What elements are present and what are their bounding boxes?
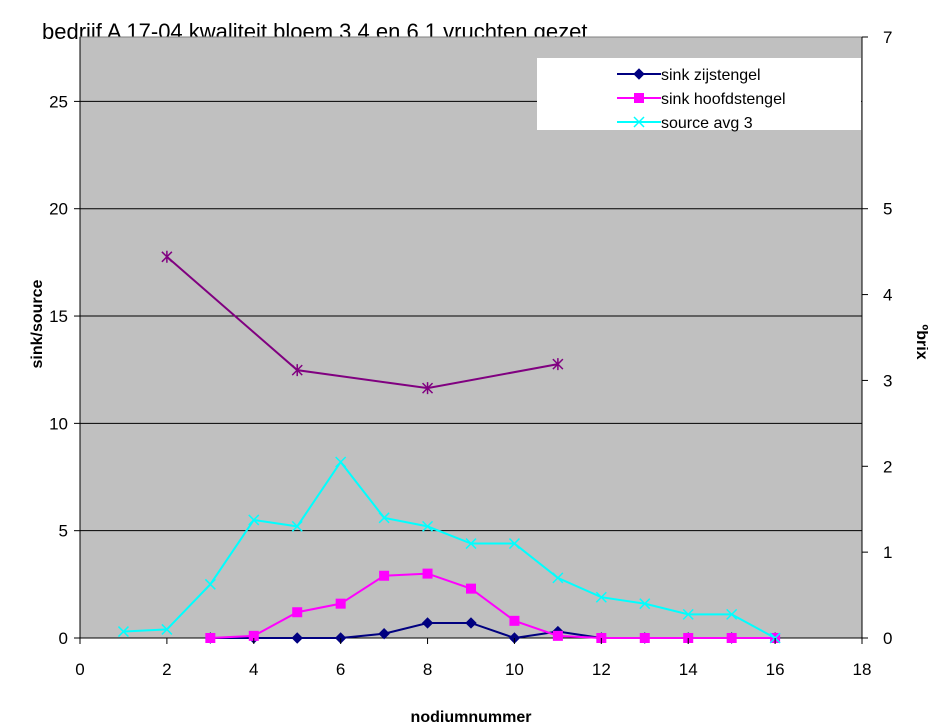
data-point — [465, 617, 477, 629]
data-point — [422, 382, 434, 395]
data-point — [639, 633, 650, 643]
data-point — [292, 607, 303, 618]
data-point — [466, 583, 476, 594]
legend-swatch-marker — [633, 116, 645, 128]
series-line — [123, 460, 776, 639]
data-point — [379, 570, 390, 581]
legend-item: sink hoofdstengel — [617, 91, 786, 108]
legend-swatch-marker — [634, 93, 644, 103]
x-tick-label: 18 — [853, 660, 872, 679]
data-point — [161, 623, 173, 635]
x-tick-label: 4 — [249, 660, 258, 679]
y2-tick-label: 4 — [883, 286, 892, 305]
legend: sink zijstengel sink hoofdstengel source a… — [537, 58, 861, 132]
y2-tick-label: 1 — [883, 543, 892, 562]
data-point — [639, 598, 651, 610]
y-tick-label: 15 — [49, 307, 68, 326]
y-axis-title: sink/source — [29, 279, 46, 368]
series-line — [210, 572, 776, 639]
data-point — [682, 608, 694, 620]
series-line — [166, 256, 559, 390]
y2-axis-ticks: 0 1 2 3 4 5 7 — [862, 28, 892, 648]
data-point — [291, 520, 303, 532]
y-tick-label: 25 — [49, 92, 68, 111]
data-point — [509, 615, 520, 626]
data-point — [422, 520, 434, 532]
y2-axis-title: ºbrix — [913, 324, 928, 359]
data-point — [335, 456, 347, 468]
data-point — [117, 626, 129, 638]
legend-label: source avg 3 — [661, 115, 753, 132]
x-axis-title: nodiumnummer — [411, 709, 532, 726]
series-layer — [117, 250, 781, 644]
y2-tick-label: 5 — [883, 200, 892, 219]
y-tick-label: 5 — [59, 522, 68, 541]
data-point — [378, 628, 390, 640]
data-point — [204, 578, 216, 590]
data-point — [552, 358, 564, 371]
y2-tick-label: 0 — [883, 629, 892, 648]
data-point — [465, 538, 477, 550]
data-point — [291, 632, 303, 644]
data-point — [205, 633, 216, 643]
y2-tick-label: 7 — [883, 28, 892, 47]
data-point — [726, 608, 738, 620]
data-point — [335, 598, 346, 609]
data-point — [726, 633, 737, 643]
x-tick-label: 10 — [505, 660, 524, 679]
legend-swatch-marker — [633, 68, 645, 80]
y-tick-label: 20 — [49, 200, 68, 219]
legend-box — [537, 58, 861, 130]
x-axis-ticks: 0 2 4 6 8 10 12 14 16 18 — [75, 638, 871, 679]
data-point — [291, 364, 303, 377]
legend-label: sink hoofdstengel — [661, 91, 786, 108]
data-point — [421, 617, 434, 629]
data-point — [161, 250, 173, 263]
x-tick-label: 6 — [336, 660, 345, 679]
x-tick-label: 0 — [75, 660, 84, 679]
x-tick-label: 16 — [766, 660, 785, 679]
series-3 — [161, 250, 564, 395]
legend-item: sink zijstengel — [617, 67, 761, 84]
y2-tick-label: 2 — [883, 457, 892, 476]
y-axis-ticks: 0 5 10 15 20 25 — [49, 92, 80, 648]
y-tick-label: 0 — [59, 629, 68, 648]
data-point — [508, 538, 520, 550]
data-point — [552, 630, 563, 641]
x-tick-label: 2 — [162, 660, 171, 679]
y-tick-label: 10 — [49, 414, 68, 433]
data-point — [378, 512, 390, 524]
data-point — [552, 572, 564, 584]
data-point — [248, 514, 260, 526]
plot-area — [79, 36, 863, 639]
data-point — [595, 591, 607, 603]
x-tick-label: 12 — [592, 660, 611, 679]
x-tick-label: 8 — [423, 660, 432, 679]
legend-item: source avg 3 — [617, 115, 753, 132]
data-point — [422, 568, 433, 579]
legend-label: sink zijstengel — [661, 67, 761, 84]
y2-tick-label: 3 — [883, 371, 892, 390]
x-tick-label: 14 — [679, 660, 698, 679]
